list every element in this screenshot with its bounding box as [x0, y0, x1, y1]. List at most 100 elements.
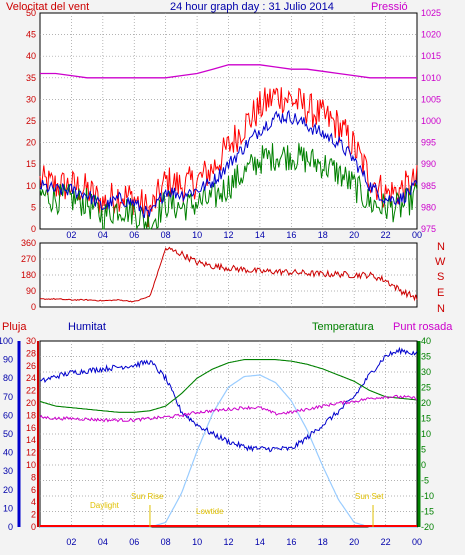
hour-tick-label: 06 — [129, 537, 139, 547]
temperature-y-tick-label: 20 — [421, 398, 431, 408]
temperature-y-tick-label: -5 — [421, 476, 429, 486]
direction-plot-frame — [39, 242, 418, 308]
pressure-y-tick-label: 1005 — [421, 94, 441, 104]
direction-y-tick-label: 180 — [21, 270, 36, 280]
tick-labels: 0510152025303540455097598098599099510001… — [0, 8, 441, 547]
pressure-y-tick-label: 1000 — [421, 116, 441, 126]
hour-tick-label: 02 — [66, 537, 76, 547]
rain-y-tick-label: 26 — [26, 361, 36, 371]
pressure-y-tick-label: 990 — [421, 159, 436, 169]
rain-y-tick-label: 24 — [26, 373, 36, 383]
humidity-label: Humitat — [68, 321, 106, 333]
direction-y-tick-label: 360 — [21, 238, 36, 248]
pressure-y-tick-label: 1015 — [421, 51, 441, 61]
sunset-annotation: Sun Set — [355, 492, 384, 501]
wind-direction-line — [39, 246, 418, 303]
temperature-y-tick-label: 10 — [421, 429, 431, 439]
pressure-y-tick-label: 980 — [421, 202, 436, 212]
temperature-y-tick-label: 35 — [421, 352, 431, 362]
hour-tick-label: 22 — [381, 537, 391, 547]
direction-letter-e: E — [437, 287, 444, 299]
hour-tick-label: 00 — [412, 537, 422, 547]
wind-y-tick-label: 10 — [26, 181, 36, 191]
direction-letter-w: W — [435, 256, 446, 268]
temperature-y-tick-label: 15 — [421, 414, 431, 424]
rain-label: Pluja — [2, 321, 27, 333]
hour-tick-label: 16 — [286, 537, 296, 547]
humidity-y-tick-label: 90 — [3, 355, 13, 365]
direction-letter-n-top: N — [437, 241, 445, 253]
humidity-y-tick-label: 20 — [3, 485, 13, 495]
temperature-y-tick-label: -20 — [421, 522, 434, 532]
temperature-line — [39, 359, 418, 413]
rain-y-tick-label: 22 — [26, 386, 36, 396]
rain-y-tick-label: 18 — [26, 410, 36, 420]
hour-tick-label: 18 — [318, 230, 328, 240]
chart-title: 24 hour graph day : 31 Julio 2014 — [170, 1, 334, 13]
temperature-y-tick-label: -10 — [421, 491, 434, 501]
hour-tick-label: 14 — [255, 230, 265, 240]
wind-y-tick-label: 35 — [26, 73, 36, 83]
chart-marks — [17, 64, 421, 528]
hour-tick-label: 14 — [255, 537, 265, 547]
wind-speed-label: Velocitat del vent — [6, 1, 89, 13]
rain-y-tick-label: 4 — [31, 497, 36, 507]
hour-tick-label: 08 — [161, 230, 171, 240]
wind-low-line — [39, 143, 418, 231]
pressure-y-tick-label: 995 — [421, 138, 436, 148]
hour-tick-label: 04 — [98, 537, 108, 547]
wind-y-tick-label: 15 — [26, 159, 36, 169]
hour-tick-label: 10 — [192, 230, 202, 240]
hour-tick-label: 18 — [318, 537, 328, 547]
rain-y-tick-label: 10 — [26, 460, 36, 470]
wind-y-tick-label: 30 — [26, 94, 36, 104]
temperature-y-tick-label: 30 — [421, 367, 431, 377]
hour-tick-label: 08 — [161, 537, 171, 547]
humidity-y-tick-label: 100 — [0, 336, 13, 346]
humidity-y-tick-label: 60 — [3, 410, 13, 420]
hour-tick-label: 20 — [349, 537, 359, 547]
dewpoint-label: Punt rosada — [393, 321, 453, 333]
daylight-annotation: Daylight — [90, 501, 120, 510]
pressure-y-tick-label: 985 — [421, 181, 436, 191]
hour-tick-label: 12 — [223, 230, 233, 240]
rain-y-tick-label: 12 — [26, 448, 36, 458]
pressure-y-tick-label: 975 — [421, 224, 436, 234]
rain-y-tick-label: 30 — [26, 336, 36, 346]
temperature-y-tick-label: 40 — [421, 336, 431, 346]
direction-letter-n-bottom: N — [437, 303, 445, 315]
hour-tick-label: 10 — [192, 537, 202, 547]
pressure-y-tick-label: 1010 — [421, 73, 441, 83]
rain-y-tick-label: 6 — [31, 485, 36, 495]
humidity-line — [39, 346, 418, 453]
grid-lines — [40, 13, 417, 527]
rain-y-tick-label: 16 — [26, 423, 36, 433]
wind-average-line — [39, 109, 418, 219]
humidity-y-tick-label: 10 — [3, 503, 13, 513]
humidity-y-tick-label: 50 — [3, 429, 13, 439]
hour-tick-label: 22 — [381, 230, 391, 240]
hour-tick-label: 20 — [349, 230, 359, 240]
rain-y-tick-label: 20 — [26, 398, 36, 408]
direction-y-tick-label: 270 — [21, 254, 36, 264]
rain-y-tick-label: 28 — [26, 348, 36, 358]
hour-tick-label: 16 — [286, 230, 296, 240]
humidity-y-tick-label: 70 — [3, 392, 13, 402]
humidity-y-tick-label: 80 — [3, 373, 13, 383]
dewpoint-line — [39, 394, 418, 423]
direction-y-tick-label: 0 — [31, 302, 36, 312]
wind-y-tick-label: 0 — [31, 224, 36, 234]
temperature-label: Temperatura — [312, 321, 375, 333]
lowtide-annotation: Lowtide — [196, 507, 224, 516]
pressure-line — [40, 64, 417, 79]
wind-y-tick-label: 40 — [26, 51, 36, 61]
rain-y-tick-label: 0 — [31, 522, 36, 532]
hour-tick-label: 12 — [223, 537, 233, 547]
rain-y-tick-label: 14 — [26, 435, 36, 445]
humidity-y-tick-label: 30 — [3, 466, 13, 476]
hour-tick-label: 06 — [129, 230, 139, 240]
wind-y-tick-label: 20 — [26, 138, 36, 148]
hour-tick-label: 04 — [98, 230, 108, 240]
